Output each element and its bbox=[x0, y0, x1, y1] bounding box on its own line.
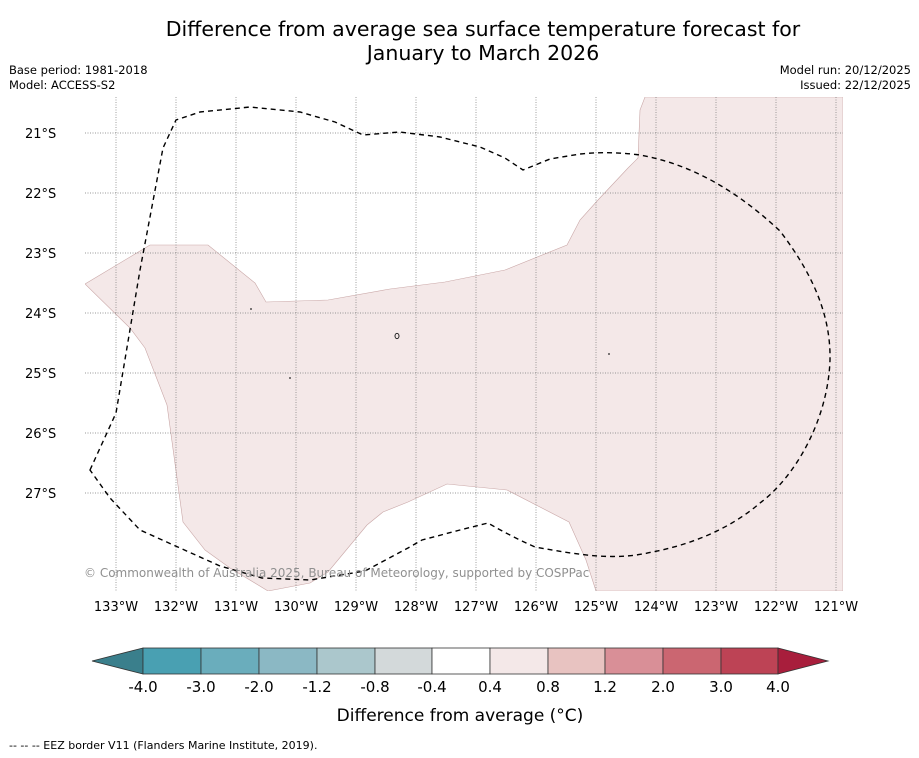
colorbar-tick: -3.0 bbox=[186, 678, 215, 696]
colorbar-tick: -0.8 bbox=[360, 678, 389, 696]
colorbar-title: Difference from average (°C) bbox=[337, 706, 584, 726]
lon-label: 131°W bbox=[214, 600, 258, 615]
colorbar-tick: -1.2 bbox=[302, 678, 331, 696]
lon-label: 128°W bbox=[394, 600, 438, 615]
lon-label: 130°W bbox=[274, 600, 318, 615]
lon-label: 129°W bbox=[334, 600, 378, 615]
colorbar-swatch bbox=[316, 647, 376, 675]
island-dot bbox=[250, 308, 252, 310]
colorbar-extend-high bbox=[777, 647, 830, 675]
chart-title: Difference from average sea surface temp… bbox=[0, 17, 919, 65]
colorbar-tick: -4.0 bbox=[128, 678, 157, 696]
lon-label: 122°W bbox=[754, 600, 798, 615]
colorbar-swatch bbox=[489, 647, 549, 675]
colorbar-tick: 0.4 bbox=[478, 678, 502, 696]
colorbar-tick: 2.0 bbox=[651, 678, 675, 696]
lat-label: 21°S bbox=[25, 127, 56, 142]
base-period: Base period: 1981-2018 bbox=[9, 63, 148, 77]
copyright-watermark: © Commonwealth of Australia 2025, Bureau… bbox=[84, 566, 589, 580]
lon-label: 126°W bbox=[514, 600, 558, 615]
model-run: Model run: 20/12/2025 bbox=[779, 63, 911, 77]
colorbar-tick: 3.0 bbox=[709, 678, 733, 696]
island-dot bbox=[289, 377, 291, 379]
colorbar-tick: -0.4 bbox=[417, 678, 446, 696]
lat-label: 25°S bbox=[25, 367, 56, 382]
colorbar-tick: -2.0 bbox=[244, 678, 273, 696]
colorbar-swatch bbox=[604, 647, 664, 675]
lon-label: 124°W bbox=[634, 600, 678, 615]
lon-label: 125°W bbox=[574, 600, 618, 615]
colorbar-swatch bbox=[258, 647, 318, 675]
lon-label: 133°W bbox=[94, 600, 138, 615]
lon-label: 123°W bbox=[694, 600, 738, 615]
title-line-1: Difference from average sea surface temp… bbox=[165, 17, 801, 41]
anomaly-region-main bbox=[85, 97, 843, 591]
lon-label: 121°W bbox=[814, 600, 858, 615]
lat-label: 26°S bbox=[25, 427, 56, 442]
eez-border bbox=[89, 106, 831, 581]
colorbar-swatch bbox=[374, 647, 433, 675]
colorbar-swatch bbox=[547, 647, 606, 675]
longitude-labels: 133°W 132°W 131°W 130°W 129°W 128°W 127°… bbox=[94, 600, 858, 615]
colorbar-swatch bbox=[200, 647, 260, 675]
island-dot bbox=[394, 332, 400, 340]
colorbar-swatch bbox=[720, 647, 779, 675]
colorbar-swatch bbox=[142, 647, 202, 675]
colorbar-swatch bbox=[431, 647, 491, 675]
colorbar-tick: 4.0 bbox=[766, 678, 790, 696]
island-dot bbox=[608, 353, 610, 355]
colorbar-tick: 0.8 bbox=[536, 678, 560, 696]
meta-left: Base period: 1981-2018 Model: ACCESS-S2 bbox=[9, 63, 148, 93]
issued-date: Issued: 22/12/2025 bbox=[800, 78, 911, 92]
colorbar-swatch bbox=[662, 647, 722, 675]
colorbar-tick: 1.2 bbox=[593, 678, 617, 696]
lat-label: 27°S bbox=[25, 487, 56, 502]
title-line-2: January to March 2026 bbox=[366, 41, 600, 65]
lon-label: 127°W bbox=[454, 600, 498, 615]
eez-footnote: -- -- -- EEZ border V11 (Flanders Marine… bbox=[9, 739, 318, 752]
model-name: Model: ACCESS-S2 bbox=[9, 78, 116, 92]
lat-label: 24°S bbox=[25, 307, 56, 322]
meta-right: Model run: 20/12/2025 Issued: 22/12/2025 bbox=[780, 63, 911, 93]
lat-label: 22°S bbox=[25, 187, 56, 202]
latitude-labels: 21°S 22°S 23°S 24°S 25°S 26°S 27°S bbox=[25, 127, 56, 502]
lat-label: 23°S bbox=[25, 247, 56, 262]
colorbar-ticks: -4.0 -3.0 -2.0 -1.2 -0.8 -0.4 0.4 0.8 1.… bbox=[128, 678, 790, 696]
colorbar-extend-low bbox=[91, 647, 144, 675]
lon-label: 132°W bbox=[154, 600, 198, 615]
colorbar: -4.0 -3.0 -2.0 -1.2 -0.8 -0.4 0.4 0.8 1.… bbox=[91, 647, 830, 726]
anomaly-shading bbox=[85, 97, 843, 591]
